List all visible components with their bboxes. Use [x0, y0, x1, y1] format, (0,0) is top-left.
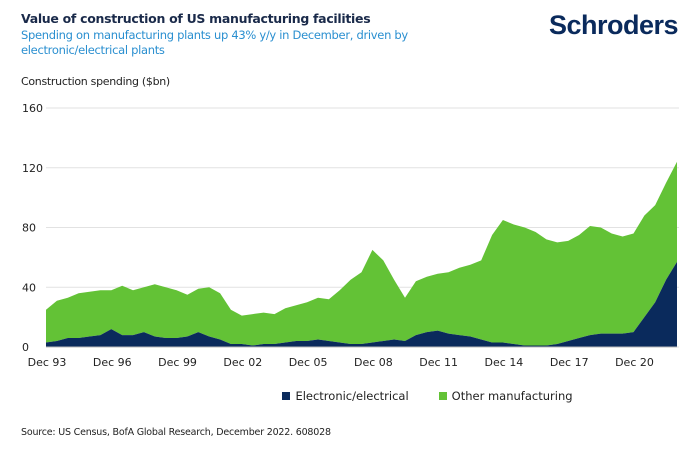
legend-label-electronic: Electronic/electrical — [295, 389, 409, 403]
legend: Electronic/electrical Other manufacturin… — [0, 389, 700, 403]
y-tick-label: 160 — [22, 102, 43, 115]
legend-swatch-electronic — [282, 392, 291, 400]
x-tick-label: Dec 17 — [550, 356, 589, 369]
legend-item-other: Other manufacturing — [438, 389, 573, 403]
y-tick-label: 0 — [22, 341, 29, 354]
area-other-manufacturing — [46, 161, 677, 346]
legend-swatch-other — [438, 392, 447, 400]
source-note: Source: US Census, BofA Global Research,… — [21, 427, 331, 438]
x-tick-label: Dec 93 — [28, 356, 67, 369]
area-chart: 0 40 80 120 160 Dec 93 Dec 96 Dec 99 Dec 02 Dec 0… — [22, 102, 679, 369]
x-tick-label: Dec 05 — [289, 356, 328, 369]
x-tick-label: Dec 11 — [419, 356, 458, 369]
chart-title: Value of construction of US manufacturin… — [21, 11, 371, 26]
y-tick-label: 80 — [22, 222, 36, 235]
legend-label-other: Other manufacturing — [451, 389, 573, 403]
x-tick-label: Dec 08 — [354, 356, 393, 369]
x-tick-label: Dec 14 — [485, 356, 524, 369]
x-tick-label: Dec 20 — [615, 356, 654, 369]
area-electronic-electrical — [46, 261, 677, 347]
y-tick-label: 120 — [22, 162, 43, 175]
legend-item-electronic: Electronic/electrical — [282, 389, 409, 403]
y-tick-label: 40 — [22, 281, 36, 294]
x-tick-label: Dec 99 — [158, 356, 197, 369]
y-axis-label: Construction spending ($bn) — [21, 75, 170, 88]
schroders-logo: Schroders — [548, 10, 679, 40]
x-tick-label: Dec 02 — [223, 356, 262, 369]
x-tick-label: Dec 96 — [93, 356, 132, 369]
chart-subtitle: Spending on manufacturing plants up 43% … — [21, 28, 408, 57]
